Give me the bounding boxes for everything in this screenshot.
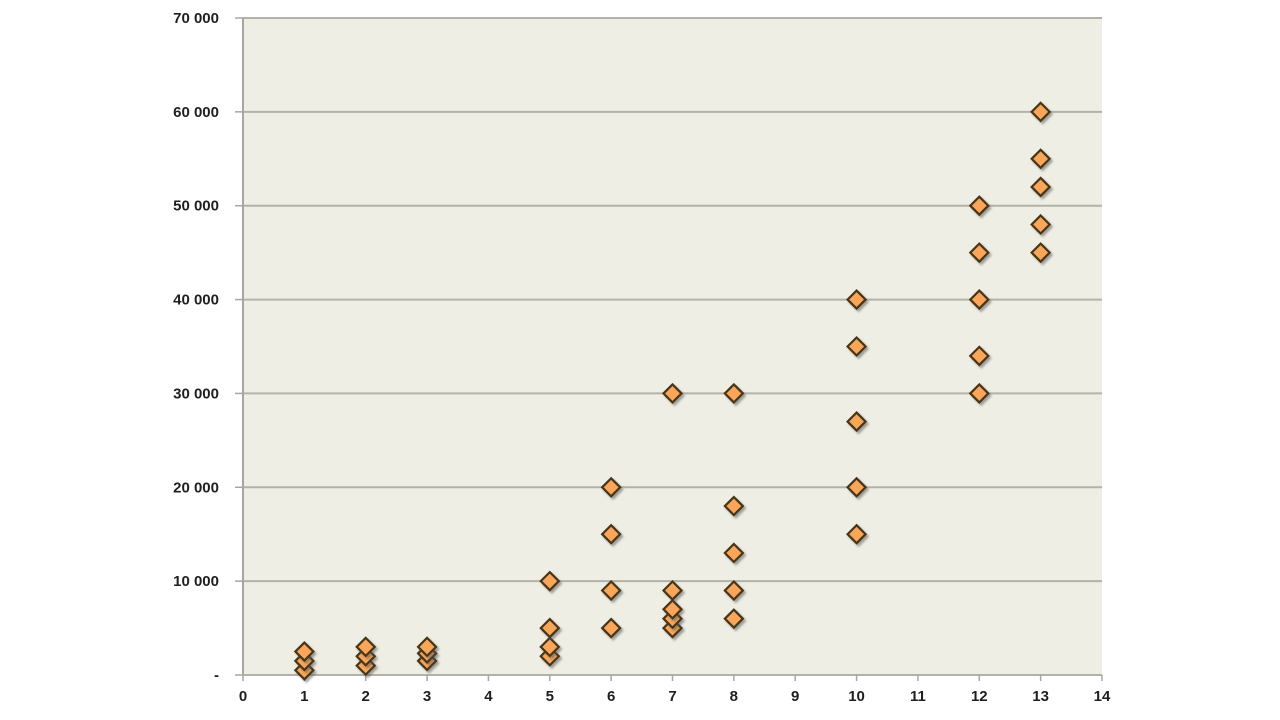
gridlines-layer — [243, 17, 1102, 676]
data-point-marker — [723, 542, 745, 564]
data-point-marker — [661, 579, 684, 602]
data-point-marker — [723, 495, 745, 517]
data-point-marker — [600, 476, 622, 498]
x-axis-tick-label: 8 — [730, 688, 738, 705]
plot-area — [243, 18, 1102, 675]
data-point-marker — [723, 382, 745, 404]
data-point-marker — [661, 598, 684, 620]
data-point-marker — [846, 523, 868, 545]
data-point-marker — [1030, 176, 1052, 198]
x-axis-tick-label: 10 — [848, 688, 865, 705]
data-point-marker — [846, 476, 868, 498]
data-point-marker — [293, 640, 315, 663]
x-axis-tick-label: 7 — [668, 688, 676, 705]
axes-layer — [235, 17, 1103, 681]
x-axis-tick-label: 12 — [971, 688, 988, 705]
data-point-marker — [968, 242, 990, 264]
data-point-marker — [600, 523, 622, 545]
x-axis-tick-label: 6 — [607, 688, 615, 705]
data-point-marker — [355, 636, 377, 658]
x-axis-tick-label: 0 — [239, 688, 247, 705]
data-point-marker — [846, 411, 868, 433]
data-point-marker — [723, 579, 745, 602]
x-axis-tick-label: 2 — [362, 688, 370, 705]
data-point-marker — [968, 195, 990, 217]
axis-labels-layer: - 10 000 20 000 30 000 40 000 50 000 60 000 70 … — [173, 10, 1111, 705]
y-axis-tick-label: 60 000 — [173, 104, 219, 121]
data-point-marker — [968, 382, 990, 404]
x-axis-tick-label: 3 — [423, 688, 431, 705]
data-point-marker — [600, 617, 622, 639]
x-axis-tick-label: 4 — [484, 688, 493, 705]
y-axis-tick-label: 20 000 — [173, 479, 219, 496]
data-point-marker — [846, 335, 868, 358]
x-axis-tick-label: 9 — [791, 688, 799, 705]
data-point-marker — [968, 289, 990, 311]
plot-background-layer — [243, 18, 1102, 675]
data-point-marker — [1030, 101, 1052, 123]
y-axis-tick-label: 70 000 — [173, 10, 219, 27]
x-axis-tick-label: 14 — [1094, 688, 1111, 705]
x-axis-tick-label: 13 — [1032, 688, 1049, 705]
data-point-marker — [539, 636, 561, 658]
data-point-marker — [416, 636, 438, 658]
data-point-marker — [846, 289, 868, 311]
data-point-marker — [539, 570, 561, 592]
data-point-marker — [1030, 242, 1052, 264]
data-point-marker — [723, 608, 745, 630]
data-points-layer — [293, 101, 1052, 681]
y-axis-tick-label: 30 000 — [173, 385, 219, 402]
y-axis-tick-label: 50 000 — [173, 198, 219, 215]
data-point-marker — [600, 579, 622, 602]
y-axis-tick-label: - — [214, 667, 219, 684]
x-axis-tick-label: 5 — [546, 688, 554, 705]
data-point-marker — [661, 382, 684, 404]
data-point-marker — [968, 345, 990, 367]
y-axis-tick-label: 10 000 — [173, 573, 219, 590]
data-point-marker — [1030, 213, 1052, 236]
data-point-marker — [539, 617, 561, 639]
y-axis-tick-label: 40 000 — [173, 292, 219, 309]
x-axis-tick-label: 11 — [910, 688, 926, 705]
data-point-marker — [1030, 148, 1052, 170]
x-axis-tick-label: 1 — [300, 688, 308, 705]
